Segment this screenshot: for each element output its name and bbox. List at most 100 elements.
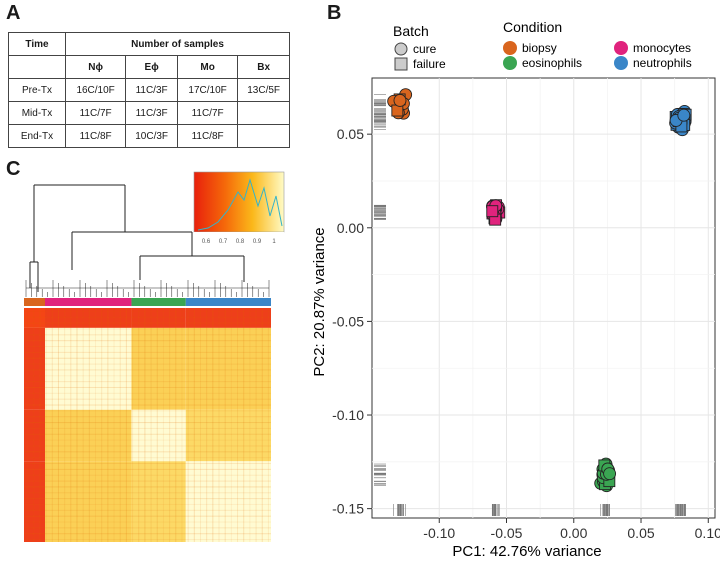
heatmap-row-texture: [24, 328, 271, 330]
heatmap-row-texture: [24, 468, 271, 470]
heatmap-row-texture: [24, 392, 271, 394]
heatmap-col-texture: [187, 308, 189, 542]
data-point-cure: [677, 108, 691, 122]
heatmap-row-texture: [24, 533, 271, 535]
dendrogram-branch: [29, 261, 39, 292]
heatmap-row-texture: [24, 457, 271, 459]
dendrogram-branch: [33, 184, 126, 262]
panel-label-b: B: [327, 2, 342, 24]
heatmap-row-texture: [24, 416, 271, 418]
heatmap-block: [44, 327, 132, 410]
batch-legend-title: Batch: [393, 23, 429, 39]
heatmap-block: [44, 308, 132, 328]
heatmap-block: [185, 308, 271, 328]
heatmap-col-texture: [162, 308, 164, 542]
heatmap-row-texture: [24, 351, 271, 353]
heatmap-col-texture: [156, 308, 158, 542]
table-cell: [237, 101, 290, 125]
heatmap-col-texture: [82, 308, 84, 542]
heatmap-block: [24, 409, 45, 462]
table-subheader-blank: [8, 55, 66, 79]
y-tick-label: -0.10: [332, 407, 364, 423]
heatmap-col-texture: [150, 308, 152, 542]
color-key-histogram: [197, 178, 283, 231]
condition-legend-title: Condition: [503, 19, 562, 35]
color-key-tick: 0.6: [202, 239, 211, 245]
heatmap-row-texture: [24, 363, 271, 365]
table-row: End-Tx 11C/8F 10C/3F 11C/8F: [8, 124, 290, 148]
heatmap-block: [44, 409, 132, 462]
heatmap-row-texture: [24, 310, 271, 312]
heatmap-row-texture: [24, 521, 271, 523]
heatmap-row-texture: [24, 316, 271, 318]
axes: -0.10 -0.05 0.00 0.05 0.10 0.05 0.00 -0.05 -0.10…: [332, 126, 720, 541]
table-cell: [237, 124, 290, 148]
heatmap-block: [24, 461, 45, 542]
panel-label-a: A: [6, 2, 21, 24]
table-header-time: Time: [8, 32, 66, 56]
heatmap-col-texture: [261, 308, 263, 542]
eosinophils-legend-icon: [503, 56, 517, 70]
sample-correlation-heatmap: 0.6 0.7 0.8 0.9 1: [24, 171, 285, 542]
heatmap-row-texture: [24, 451, 271, 453]
batch-legend-item: cure: [413, 42, 437, 56]
group-color-bar-segment: [24, 298, 45, 306]
table-subheader: Mo: [176, 55, 239, 79]
table-cell: 17C/10F: [176, 78, 239, 102]
heatmap-row-texture: [24, 439, 271, 441]
heatmap-block: [185, 409, 271, 462]
heatmap-col-texture: [218, 308, 220, 542]
condition-legend-item: biopsy: [522, 41, 557, 55]
heatmap-row-texture: [24, 334, 271, 336]
x-tick-label: 0.10: [695, 525, 720, 541]
biopsy-legend-icon: [503, 41, 517, 55]
group-color-bar-segment: [131, 298, 186, 306]
table-cell: 11C/3F: [125, 78, 178, 102]
heatmap-row-texture: [24, 463, 271, 465]
heatmap-col-texture: [27, 308, 29, 542]
batch-legend: Batch cure failure: [393, 23, 446, 71]
neutrophils-legend-icon: [614, 56, 628, 70]
pca-scatter-plot: Batch cure failure Condition biopsy eosi…: [311, 19, 720, 560]
heatmap-row-texture: [24, 515, 271, 517]
heatmap-block: [131, 327, 186, 410]
gridlines: [372, 78, 715, 518]
table-cell: 11C/7F: [176, 101, 239, 125]
plot-panel: [371, 77, 716, 519]
color-key-gradient: [193, 171, 285, 233]
table-subheader: Eϕ: [125, 55, 178, 79]
heatmap-col-texture: [237, 308, 239, 542]
y-axis-label: PC2: 20.87% variance: [311, 227, 328, 376]
heatmap-col-texture: [243, 308, 245, 542]
table-header-samples: Number of samples: [65, 32, 290, 56]
heatmap-col-texture: [193, 308, 195, 542]
group-color-bar: [24, 298, 271, 306]
heatmap-col-texture: [64, 308, 66, 542]
heatmap-col-texture: [144, 308, 146, 542]
heatmap-col-texture: [125, 308, 127, 542]
table-cell: 11C/8F: [64, 124, 127, 148]
heatmap-col-texture: [199, 308, 201, 542]
table-cell: 13C/5F: [237, 78, 290, 102]
group-color-bar-segment: [44, 298, 132, 306]
table-cell: 11C/7F: [64, 101, 127, 125]
heatmap-row-texture: [24, 433, 271, 435]
heatmap-col-texture: [39, 308, 41, 542]
data-point-cure: [603, 467, 617, 481]
heatmap-row-texture: [24, 410, 271, 412]
heatmap-col-texture: [57, 308, 59, 542]
heatmap-row-texture: [24, 422, 271, 424]
heatmap-col-texture: [76, 308, 78, 542]
condition-legend-item: eosinophils: [522, 56, 582, 70]
group-color-bar-segment: [185, 298, 271, 306]
heatmap-block: [131, 308, 186, 328]
plot-area: [371, 77, 716, 519]
heatmap-row-texture: [24, 498, 271, 500]
color-key-tick: 0.7: [219, 239, 228, 245]
y-tick-label: 0.00: [337, 220, 364, 236]
dendrogram-branch: [139, 255, 245, 282]
color-key-axis-bg: [194, 232, 284, 246]
color-key-tick: 0.9: [253, 239, 262, 245]
heatmap-col-texture: [113, 308, 115, 542]
heatmap-row-texture: [24, 492, 271, 494]
